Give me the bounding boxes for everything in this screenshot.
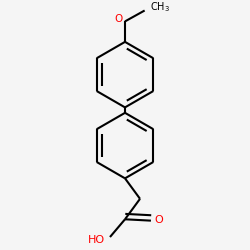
Text: O: O — [155, 215, 164, 225]
Text: CH$_3$: CH$_3$ — [150, 0, 170, 14]
Text: O: O — [115, 14, 123, 24]
Text: HO: HO — [88, 235, 105, 245]
